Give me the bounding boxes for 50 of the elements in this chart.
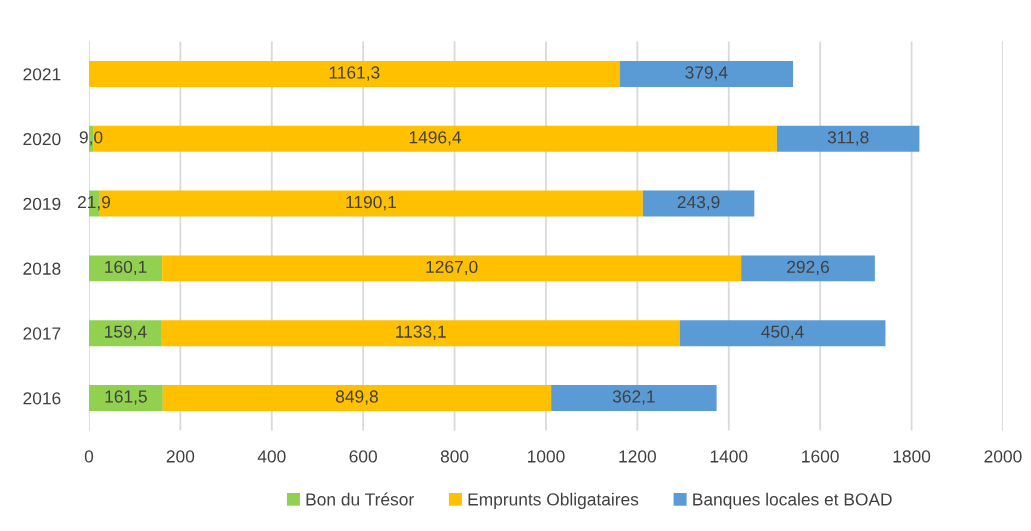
legend-label: Bon du Trésor: [306, 492, 414, 506]
x-tick-label: 1600: [802, 450, 839, 463]
bar: [776, 125, 920, 152]
x-tick-label: 1400: [710, 450, 748, 463]
data-label: 161,5: [105, 390, 147, 405]
bar: [162, 255, 742, 282]
bar: [88, 255, 163, 282]
x-tick-label: 0: [84, 450, 94, 463]
x-tick-label: 1000: [527, 450, 565, 463]
bar: [619, 61, 794, 87]
legend-label: Emprunts Obligataires: [468, 492, 639, 509]
data-label: 292,6: [787, 260, 829, 276]
y-tick-label: 2019: [23, 197, 61, 211]
data-label: 1496,4: [409, 131, 462, 146]
data-label: 362,1: [612, 390, 655, 405]
data-label: 849,8: [335, 390, 378, 405]
x-tick-label: 1800: [893, 450, 931, 463]
y-tick-label: 2020: [23, 132, 61, 146]
data-label: 1161,3: [329, 66, 380, 81]
x-tick-label: 600: [349, 450, 377, 463]
x-tick-label: 1200: [619, 450, 656, 463]
y-tick-label: 2016: [23, 392, 61, 405]
data-label: 450,4: [761, 325, 804, 340]
bar: [551, 385, 717, 411]
bar: [161, 320, 680, 347]
data-label: 243,9: [677, 195, 720, 211]
data-label: 1190,1: [346, 195, 396, 211]
data-label: 21,9: [77, 195, 111, 211]
bar: [88, 320, 162, 347]
data-label: 311,8: [827, 131, 869, 146]
data-label: 379,4: [685, 66, 728, 81]
x-tick-label: 400: [257, 450, 286, 463]
x-tick-label: 2000: [984, 450, 1022, 463]
y-tick-label: 2018: [23, 262, 61, 275]
data-label: 1133,1: [396, 325, 446, 340]
bar: [741, 255, 875, 282]
y-tick-label: 2017: [23, 327, 61, 340]
data-label: 160,1: [105, 260, 147, 276]
legend-label: Banques locales et BOAD: [693, 492, 892, 509]
bar: [642, 190, 755, 217]
data-label: 159,4: [105, 325, 147, 340]
data-label: 1267,0: [426, 260, 478, 276]
bar: [679, 320, 886, 347]
bar: [88, 61, 620, 87]
x-tick-label: 200: [166, 450, 195, 463]
data-label: 9,0: [79, 131, 103, 146]
x-tick-label: 800: [440, 450, 469, 463]
y-tick-label: 2021: [23, 68, 61, 81]
bar: [88, 385, 163, 411]
bar: [162, 385, 552, 411]
